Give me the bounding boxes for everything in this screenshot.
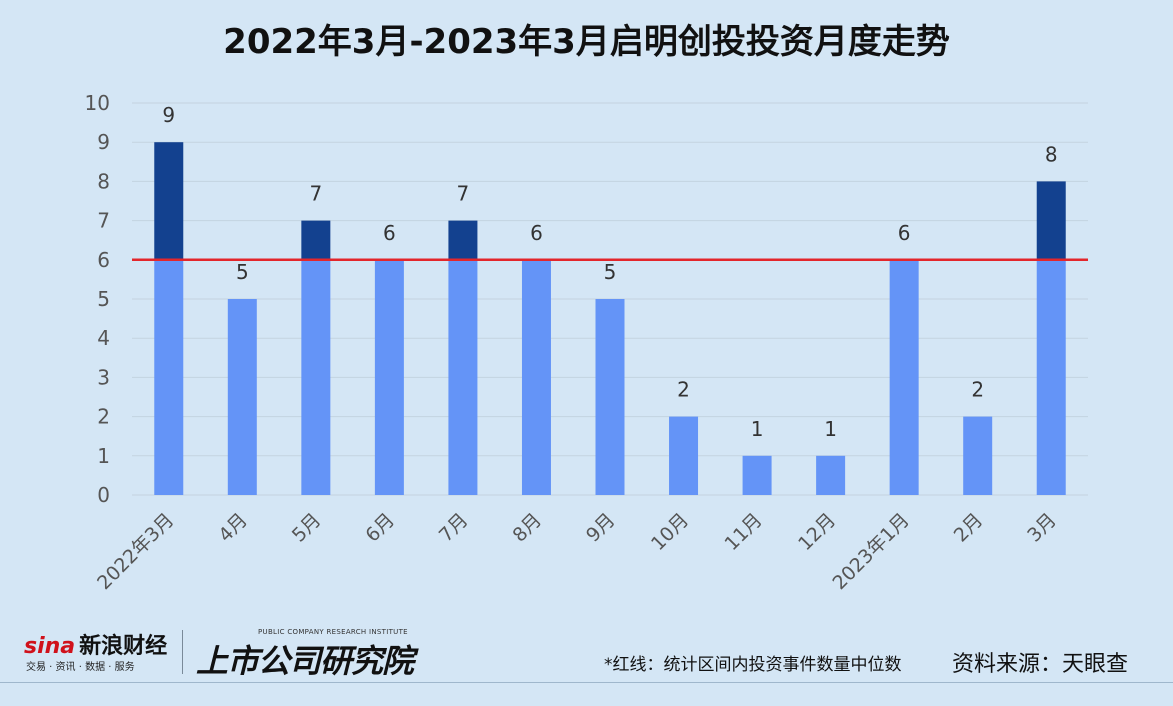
data-label: 5 xyxy=(236,260,249,284)
bar-base xyxy=(448,259,478,495)
bar-above-median xyxy=(154,142,184,260)
median-note: *红线：统计区间内投资事件数量中位数 xyxy=(604,655,902,675)
research-logo-name: 上市公司研究院 xyxy=(196,642,414,680)
y-axis-ticks: 0 1 2 3 4 5 6 7 8 9 10 xyxy=(85,91,110,507)
bar-chart: 0 1 2 3 4 5 6 7 8 9 10 9 5 7 6 7 6 5 2 1 1 6 2 8 2022年3月 4月 5月 6月… xyxy=(85,91,1088,594)
x-tick-label: 2月 xyxy=(950,509,988,547)
x-tick-label: 5月 xyxy=(288,509,326,547)
bar-base xyxy=(742,455,772,495)
y-tick-label: 0 xyxy=(97,483,110,507)
bar-base xyxy=(154,259,184,495)
logo-divider xyxy=(182,630,183,674)
data-label: 1 xyxy=(751,417,764,441)
bar-above-median xyxy=(1036,181,1066,260)
data-label: 7 xyxy=(309,182,322,206)
sina-finance-logo: sina 新浪财经 交易 · 资讯 · 数据 · 服务 xyxy=(24,628,174,676)
bar-base xyxy=(1036,259,1066,495)
data-label: 6 xyxy=(383,221,396,245)
footer-divider xyxy=(0,682,1173,683)
data-label: 9 xyxy=(162,103,175,127)
y-tick-label: 8 xyxy=(97,169,110,193)
bar-base xyxy=(595,299,625,495)
bar-base xyxy=(301,259,331,495)
y-tick-label: 1 xyxy=(97,444,110,468)
y-tick-label: 2 xyxy=(97,405,110,429)
x-tick-label: 4月 xyxy=(214,509,252,547)
y-tick-label: 4 xyxy=(97,326,110,350)
x-tick-label: 2023年1月 xyxy=(829,509,914,594)
x-tick-label: 2022年3月 xyxy=(93,509,178,594)
x-tick-label: 8月 xyxy=(508,509,546,547)
sina-logo-subtitle: 交易 · 资讯 · 数据 · 服务 xyxy=(26,662,135,673)
bar-base xyxy=(374,259,404,495)
data-labels: 9 5 7 6 7 6 5 2 1 1 6 2 8 xyxy=(162,103,1057,441)
bar-base xyxy=(227,299,257,495)
x-tick-label: 6月 xyxy=(361,509,399,547)
data-label: 6 xyxy=(530,221,543,245)
research-institute-logo: PUBLIC COMPANY RESEARCH INSTITUTE 上市公司研究… xyxy=(196,626,416,680)
data-label: 7 xyxy=(457,182,470,206)
data-label: 6 xyxy=(898,221,911,245)
x-tick-label: 9月 xyxy=(582,509,620,547)
bar-base xyxy=(889,259,919,495)
x-tick-label: 7月 xyxy=(435,509,473,547)
research-logo-tagline: PUBLIC COMPANY RESEARCH INSTITUTE xyxy=(258,628,408,636)
y-tick-label: 9 xyxy=(97,130,110,154)
data-label: 2 xyxy=(677,378,690,402)
x-tick-label: 3月 xyxy=(1023,509,1061,547)
x-tick-label: 11月 xyxy=(721,509,767,555)
y-tick-label: 6 xyxy=(97,248,110,272)
x-tick-label: 10月 xyxy=(647,509,693,555)
chart-title: 2022年3月-2023年3月启明创投投资月度走势 xyxy=(223,22,950,62)
bars xyxy=(154,142,1066,495)
bar-base xyxy=(521,259,551,495)
bar-above-median xyxy=(301,220,331,260)
sina-logo-cn: 新浪财经 xyxy=(79,634,168,659)
bar-base xyxy=(669,416,699,495)
sina-logo-en: sina xyxy=(24,634,76,659)
bar-base xyxy=(816,455,846,495)
data-label: 5 xyxy=(604,260,617,284)
y-tick-label: 5 xyxy=(97,287,110,311)
bar-base xyxy=(963,416,993,495)
data-label: 8 xyxy=(1045,142,1058,166)
data-label: 1 xyxy=(824,417,837,441)
data-label: 2 xyxy=(971,378,984,402)
y-tick-label: 10 xyxy=(85,91,110,115)
bar-above-median xyxy=(448,220,478,260)
y-tick-label: 7 xyxy=(97,209,110,233)
x-tick-label: 12月 xyxy=(794,509,840,555)
data-source: 资料来源：天眼查 xyxy=(952,652,1129,677)
y-tick-label: 3 xyxy=(97,365,110,389)
